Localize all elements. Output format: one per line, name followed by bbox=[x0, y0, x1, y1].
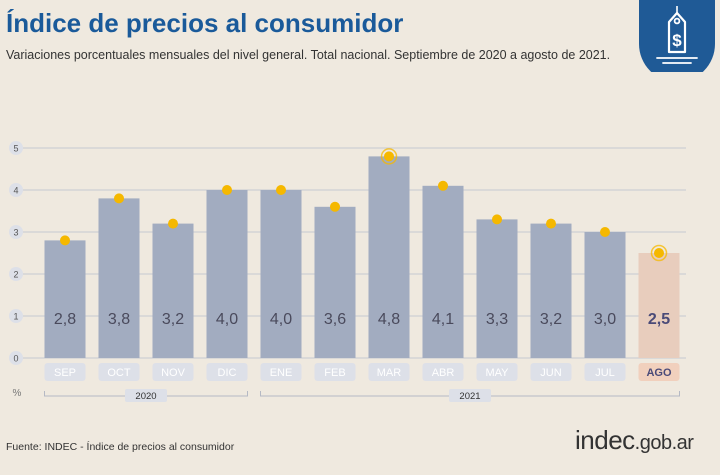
brand-main: indec bbox=[575, 425, 635, 455]
y-tick-label: 0 bbox=[13, 354, 18, 364]
value-marker-ring bbox=[650, 244, 668, 262]
x-tick-label: JUN bbox=[540, 367, 561, 379]
value-label: 4,0 bbox=[270, 311, 292, 328]
source-note: Fuente: INDEC - Índice de precios al con… bbox=[6, 441, 235, 453]
value-marker bbox=[222, 185, 232, 195]
value-marker bbox=[438, 180, 448, 191]
y-tick-label: 1 bbox=[13, 312, 18, 322]
value-marker bbox=[654, 248, 664, 258]
year-label: 2021 bbox=[459, 391, 480, 402]
bar bbox=[44, 240, 86, 358]
svg-text:$: $ bbox=[672, 31, 682, 50]
brand-suffix: .gob.ar bbox=[634, 432, 694, 454]
bar bbox=[368, 156, 410, 358]
x-tick-badge bbox=[530, 363, 572, 381]
value-marker bbox=[114, 193, 124, 204]
x-tick-badge bbox=[206, 363, 248, 381]
x-tick-label: OCT bbox=[107, 367, 131, 379]
y-tick-label: 5 bbox=[13, 144, 18, 154]
x-tick-label: FEB bbox=[324, 367, 345, 379]
bar bbox=[260, 190, 302, 358]
page-subtitle: Variaciones porcentuales mensuales del n… bbox=[6, 48, 611, 62]
value-label: 3,6 bbox=[324, 311, 346, 328]
value-marker-ring bbox=[380, 148, 398, 165]
x-axis-ticks: SEP OCT NOV DIC ENE FEB MAR ABR MAY JUN JUL AGO bbox=[44, 363, 680, 381]
price-tag-dollar-icon: $ bbox=[639, 0, 715, 72]
x-tick-label: ENE bbox=[270, 367, 293, 379]
x-tick-badge bbox=[260, 363, 302, 381]
bar bbox=[584, 232, 626, 358]
bars bbox=[44, 156, 680, 358]
y-tick-badge bbox=[9, 183, 23, 197]
x-tick-badge bbox=[584, 363, 626, 381]
x-tick-badge bbox=[476, 363, 518, 381]
x-tick-label: AGO bbox=[646, 367, 672, 379]
x-tick-badge bbox=[98, 363, 140, 381]
x-tick-label: MAY bbox=[485, 367, 509, 379]
value-label: 3,2 bbox=[540, 311, 562, 328]
x-tick-badge bbox=[152, 363, 194, 381]
x-tick-label: MAR bbox=[377, 367, 402, 379]
value-label: 3,2 bbox=[162, 311, 184, 328]
x-tick-badge bbox=[314, 363, 356, 381]
x-tick-badge bbox=[368, 363, 410, 381]
year-label: 2020 bbox=[135, 391, 156, 402]
bar bbox=[152, 223, 194, 358]
value-marker bbox=[168, 218, 178, 229]
y-axis-ticks: 0 1 2 3 4 5 bbox=[9, 141, 23, 365]
bar bbox=[314, 206, 356, 358]
year-badge bbox=[125, 389, 167, 402]
value-label: 3,0 bbox=[594, 311, 616, 328]
x-tick-badge bbox=[44, 363, 86, 381]
value-label: 2,5 bbox=[648, 311, 670, 328]
x-tick-label: DIC bbox=[218, 367, 237, 379]
value-label: 3,8 bbox=[108, 311, 130, 328]
x-tick-label: JUL bbox=[595, 367, 615, 379]
bar bbox=[422, 185, 464, 358]
year-badge bbox=[449, 389, 491, 402]
y-tick-label: 2 bbox=[13, 270, 18, 280]
y-tick-label: 4 bbox=[13, 186, 18, 196]
bar bbox=[530, 223, 572, 358]
y-axis-unit-label: % bbox=[13, 388, 22, 399]
value-marker bbox=[492, 214, 502, 225]
value-markers bbox=[60, 148, 668, 262]
value-marker bbox=[600, 227, 610, 237]
x-tick-label: SEP bbox=[54, 367, 76, 379]
bar bbox=[638, 253, 680, 358]
y-tick-badge bbox=[9, 309, 23, 323]
value-label: 4,8 bbox=[378, 311, 400, 328]
value-marker bbox=[276, 185, 286, 195]
value-marker bbox=[60, 235, 70, 246]
page-title: Índice de precios al consumidor bbox=[6, 8, 404, 38]
y-tick-badge bbox=[9, 267, 23, 281]
value-label: 3,3 bbox=[486, 311, 508, 328]
brand-logo[interactable]: indec.gob.ar bbox=[575, 425, 694, 456]
value-label: 4,1 bbox=[432, 311, 454, 328]
bar bbox=[476, 219, 518, 358]
x-tick-badge bbox=[422, 363, 464, 381]
value-label: 4,0 bbox=[216, 311, 238, 328]
year-groups: 2020 2021 bbox=[44, 389, 680, 402]
y-tick-badge bbox=[9, 225, 23, 239]
x-tick-badge bbox=[638, 363, 680, 381]
x-tick-label: NOV bbox=[161, 367, 186, 379]
bar bbox=[206, 190, 248, 358]
bar bbox=[98, 198, 140, 358]
x-tick-label: ABR bbox=[432, 367, 455, 379]
value-marker bbox=[546, 218, 556, 229]
value-label: 2,8 bbox=[54, 311, 76, 328]
y-tick-label: 3 bbox=[13, 228, 18, 238]
value-marker bbox=[330, 201, 340, 212]
value-marker bbox=[384, 151, 394, 162]
y-tick-badge bbox=[9, 351, 23, 365]
value-labels: 2,8 3,8 3,2 4,0 4,0 3,6 4,8 4,1 3,3 3,2 3,0 2,5 bbox=[54, 311, 670, 328]
y-tick-badge bbox=[9, 141, 23, 155]
